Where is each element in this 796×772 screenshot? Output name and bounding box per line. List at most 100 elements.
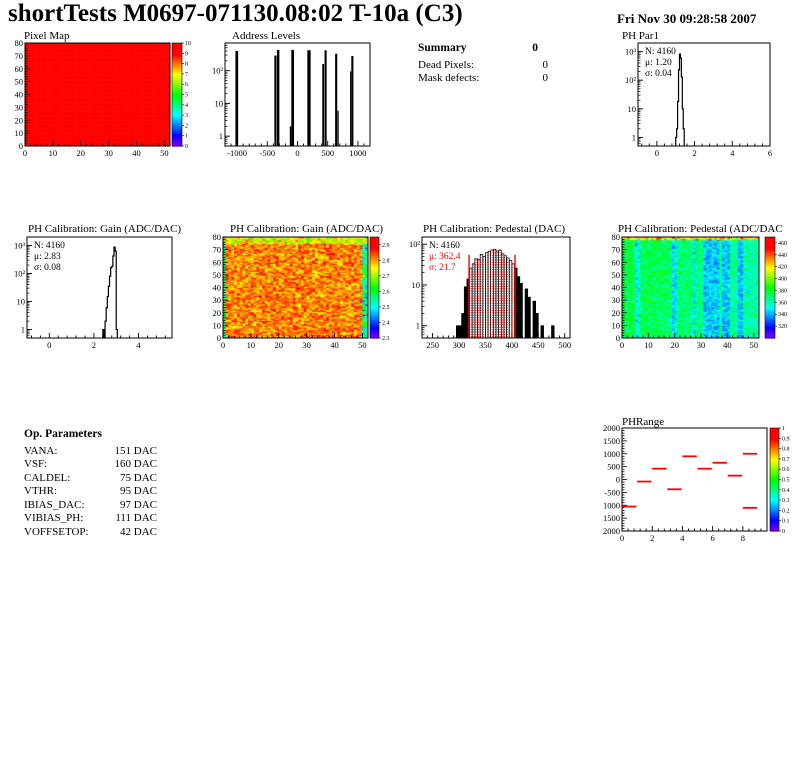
svg-text:PH Par1: PH Par1 — [622, 30, 659, 42]
svg-text:4: 4 — [730, 148, 735, 158]
svg-text:1: 1 — [782, 426, 785, 432]
svg-text:0.4: 0.4 — [782, 488, 790, 494]
svg-text:30: 30 — [104, 148, 113, 158]
svg-text:0: 0 — [616, 333, 620, 343]
svg-text:10: 10 — [213, 320, 222, 330]
op-param-row: VOFFSETOP: 42 DAC — [24, 525, 157, 538]
svg-text:0.6: 0.6 — [782, 467, 790, 473]
summary-title: Summary — [418, 42, 467, 54]
svg-text:0: 0 — [620, 533, 624, 543]
svg-text:5: 5 — [185, 93, 188, 99]
svg-text:10²: 10² — [409, 239, 421, 249]
svg-text:μ: 1.20: μ: 1.20 — [645, 58, 672, 68]
svg-text:σ: 0.04: σ: 0.04 — [645, 69, 672, 79]
svg-text:N: 4160: N: 4160 — [34, 241, 65, 251]
svg-text:30: 30 — [612, 295, 621, 305]
svg-text:70: 70 — [15, 51, 24, 61]
svg-text:3: 3 — [185, 113, 188, 119]
svg-text:250: 250 — [426, 340, 439, 350]
svg-text:60: 60 — [612, 257, 621, 267]
svg-text:1: 1 — [632, 132, 636, 142]
svg-text:0: 0 — [47, 340, 51, 350]
svg-text:400: 400 — [505, 340, 518, 350]
svg-text:0: 0 — [655, 148, 659, 158]
summary-row-value: 0 — [542, 58, 549, 71]
svg-text:60: 60 — [213, 257, 222, 267]
svg-text:20: 20 — [77, 148, 86, 158]
svg-text:10²: 10² — [625, 75, 637, 85]
svg-text:10³: 10³ — [625, 47, 637, 57]
svg-text:6: 6 — [185, 82, 188, 88]
svg-text:2.6: 2.6 — [382, 289, 390, 295]
svg-text:40: 40 — [330, 340, 339, 350]
svg-text:0: 0 — [185, 144, 188, 150]
svg-text:0.5: 0.5 — [782, 478, 790, 484]
svg-text:10: 10 — [185, 41, 191, 47]
svg-text:340: 340 — [778, 312, 787, 318]
svg-text:50: 50 — [213, 270, 222, 280]
svg-text:0: 0 — [616, 475, 620, 485]
svg-text:0: 0 — [295, 148, 299, 158]
svg-text:40: 40 — [213, 283, 222, 293]
svg-text:1000: 1000 — [603, 500, 620, 510]
svg-text:2.3: 2.3 — [382, 336, 390, 342]
svg-text:6: 6 — [711, 533, 715, 543]
svg-text:μ: 2.83: μ: 2.83 — [34, 252, 61, 262]
svg-text:2: 2 — [692, 148, 696, 158]
svg-text:μ: 362.4: μ: 362.4 — [429, 252, 461, 262]
svg-text:440: 440 — [778, 253, 787, 259]
svg-text:2.5: 2.5 — [382, 305, 390, 311]
svg-text:500: 500 — [321, 148, 334, 158]
op-param-row: VANA: 151 DAC — [24, 444, 157, 457]
summary-row-mask-defects: Mask defects: 0 — [418, 72, 548, 86]
svg-text:380: 380 — [778, 288, 787, 294]
svg-text:420: 420 — [778, 265, 787, 271]
page-title: shortTests M0697-071130.08:02 T-10a (C3) — [8, 0, 463, 27]
svg-text:-500: -500 — [604, 487, 620, 497]
svg-text:N: 4160: N: 4160 — [645, 47, 676, 57]
svg-text:80: 80 — [213, 232, 222, 242]
svg-text:0.7: 0.7 — [782, 457, 790, 463]
summary-row-label: Dead Pixels: — [418, 58, 474, 71]
svg-text:0.1: 0.1 — [782, 519, 790, 525]
summary-row-value: 0 — [542, 72, 549, 84]
svg-text:80: 80 — [612, 232, 621, 242]
svg-text:4: 4 — [680, 533, 685, 543]
svg-text:9: 9 — [185, 51, 188, 57]
svg-text:1: 1 — [185, 134, 188, 140]
op-parameters-panel: Op. Parameters VANA: 151 DAC VSF: 160 DAC … — [24, 428, 157, 539]
chart-gain-histogram: PH Calibration: Gain (ADC/DAC) 0 2 4 1 10 10² 1… — [0, 218, 200, 368]
svg-text:0: 0 — [221, 340, 225, 350]
chart-ph-par1: PH Par1 0 2 4 6 1 10 10² 10³ N: 4160 μ: 1.20 σ: 0.0… — [596, 28, 796, 174]
svg-text:PH Calibration: Gain (ADC/DAC): PH Calibration: Gain (ADC/DAC) — [28, 223, 181, 235]
chart-gain-map: PH Calibration: Gain (ADC/DAC) 0 10 20 30 40 5… — [198, 218, 398, 368]
svg-text:350: 350 — [479, 340, 492, 350]
svg-text:Address Levels: Address Levels — [232, 30, 300, 42]
svg-text:450: 450 — [532, 340, 545, 350]
svg-text:σ: 21.7: σ: 21.7 — [429, 263, 456, 273]
svg-text:0: 0 — [620, 340, 624, 350]
svg-text:2.4: 2.4 — [382, 320, 390, 326]
svg-text:50: 50 — [358, 340, 367, 350]
summary-row-label: Mask defects: — [418, 72, 480, 84]
svg-text:0.3: 0.3 — [782, 498, 790, 504]
svg-text:1: 1 — [21, 325, 25, 335]
svg-text:0.8: 0.8 — [782, 447, 790, 453]
op-param-row: VIBIAS_PH: 111 DAC — [24, 512, 157, 524]
svg-text:10: 10 — [15, 128, 24, 138]
svg-text:2: 2 — [92, 340, 96, 350]
svg-text:7: 7 — [185, 72, 188, 78]
svg-text:40: 40 — [15, 90, 24, 100]
svg-text:20: 20 — [213, 308, 222, 318]
svg-text:2.7: 2.7 — [382, 274, 390, 280]
svg-text:10: 10 — [49, 148, 58, 158]
svg-text:8: 8 — [741, 533, 745, 543]
chart-pedestal-map: PH Calibration: Pedestal (ADC/DAC 0 10 20 30… — [596, 218, 796, 368]
svg-text:50: 50 — [749, 340, 758, 350]
svg-text:10²: 10² — [212, 66, 224, 76]
svg-text:1500: 1500 — [603, 513, 620, 523]
svg-text:PH Calibration: Gain (ADC/DAC): PH Calibration: Gain (ADC/DAC) — [230, 223, 383, 235]
svg-text:N: 4160: N: 4160 — [429, 241, 460, 251]
summary-panel: Summary 0 Dead Pixels: 0 Mask defects: 0 — [418, 42, 548, 86]
svg-text:40: 40 — [612, 283, 621, 293]
